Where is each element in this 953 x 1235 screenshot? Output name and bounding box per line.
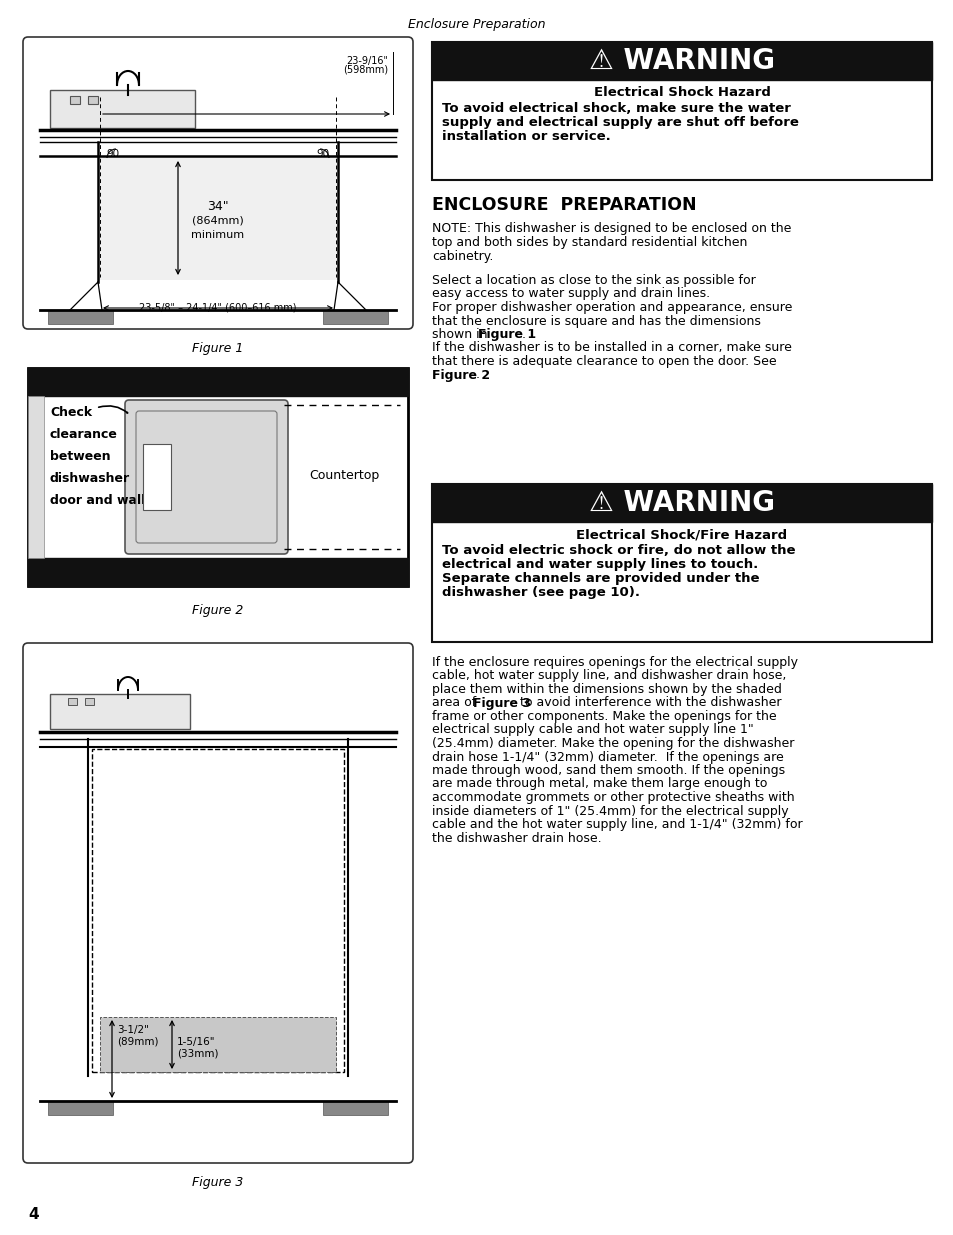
Text: frame or other components. Make the openings for the: frame or other components. Make the open… bbox=[432, 710, 776, 722]
Text: clearance: clearance bbox=[50, 429, 118, 441]
Text: ⚠ WARNING: ⚠ WARNING bbox=[588, 489, 774, 517]
Text: 90: 90 bbox=[107, 149, 119, 159]
Text: shown in: shown in bbox=[432, 329, 491, 341]
Text: Electrical Shock/Fire Hazard: Electrical Shock/Fire Hazard bbox=[576, 529, 787, 541]
Text: 4: 4 bbox=[28, 1207, 38, 1221]
Text: electrical and water supply lines to touch.: electrical and water supply lines to tou… bbox=[441, 558, 758, 571]
Bar bbox=[143, 445, 171, 510]
Text: (25.4mm) diameter. Make the opening for the dishwasher: (25.4mm) diameter. Make the opening for … bbox=[432, 737, 794, 750]
Bar bbox=[28, 368, 408, 585]
Text: To avoid electric shock or fire, do not allow the: To avoid electric shock or fire, do not … bbox=[441, 543, 795, 557]
Text: If the enclosure requires openings for the electrical supply: If the enclosure requires openings for t… bbox=[432, 656, 797, 669]
Text: top and both sides by standard residential kitchen: top and both sides by standard residenti… bbox=[432, 236, 746, 249]
Bar bbox=[28, 368, 408, 396]
Bar bbox=[98, 156, 337, 280]
Bar bbox=[70, 96, 80, 104]
Bar bbox=[432, 42, 931, 80]
Text: supply and electrical supply are shut off before: supply and electrical supply are shut of… bbox=[441, 116, 798, 128]
Text: .: . bbox=[475, 368, 478, 382]
Text: Figure 3: Figure 3 bbox=[473, 697, 531, 709]
Text: If the dishwasher is to be installed in a corner, make sure: If the dishwasher is to be installed in … bbox=[432, 342, 791, 354]
Bar bbox=[432, 42, 931, 180]
Bar bbox=[28, 558, 408, 585]
Bar bbox=[432, 484, 931, 642]
Bar bbox=[432, 484, 931, 522]
Bar bbox=[91, 748, 344, 1072]
Text: minimum: minimum bbox=[192, 230, 244, 240]
Text: Figure 1: Figure 1 bbox=[477, 329, 536, 341]
Bar bbox=[323, 1100, 388, 1115]
Text: To avoid electrical shock, make sure the water: To avoid electrical shock, make sure the… bbox=[441, 103, 790, 115]
Bar bbox=[68, 698, 77, 705]
Text: that there is adequate clearance to open the door. See: that there is adequate clearance to open… bbox=[432, 354, 776, 368]
Text: dishwasher: dishwasher bbox=[50, 472, 130, 485]
Text: easy access to water supply and drain lines.: easy access to water supply and drain li… bbox=[432, 288, 709, 300]
Text: Figure 1: Figure 1 bbox=[193, 342, 243, 354]
Text: cable, hot water supply line, and dishwasher drain hose,: cable, hot water supply line, and dishwa… bbox=[432, 669, 785, 683]
Text: 23-9/16": 23-9/16" bbox=[346, 56, 388, 65]
Text: place them within the dimensions shown by the shaded: place them within the dimensions shown b… bbox=[432, 683, 781, 697]
Text: (33mm): (33mm) bbox=[177, 1049, 218, 1058]
Bar bbox=[88, 96, 98, 104]
Text: Figure 3: Figure 3 bbox=[193, 1176, 243, 1189]
Text: 3-1/2": 3-1/2" bbox=[117, 1025, 149, 1035]
Text: ENCLOSURE  PREPARATION: ENCLOSURE PREPARATION bbox=[432, 196, 696, 214]
Text: accommodate grommets or other protective sheaths with: accommodate grommets or other protective… bbox=[432, 790, 794, 804]
Text: (89mm): (89mm) bbox=[117, 1037, 158, 1047]
Bar bbox=[50, 90, 194, 128]
Text: that the enclosure is square and has the dimensions: that the enclosure is square and has the… bbox=[432, 315, 760, 327]
FancyBboxPatch shape bbox=[125, 400, 288, 555]
Text: 23-5/8" – 24-1/4" (600–616 mm): 23-5/8" – 24-1/4" (600–616 mm) bbox=[139, 303, 296, 312]
Text: installation or service.: installation or service. bbox=[441, 130, 610, 143]
Text: For proper dishwasher operation and appearance, ensure: For proper dishwasher operation and appe… bbox=[432, 301, 792, 314]
Text: door and wall: door and wall bbox=[50, 494, 145, 508]
Text: area of: area of bbox=[432, 697, 479, 709]
Bar bbox=[100, 1016, 335, 1072]
Text: drain hose 1-1/4" (32mm) diameter.  If the openings are: drain hose 1-1/4" (32mm) diameter. If th… bbox=[432, 751, 783, 763]
Text: 90: 90 bbox=[316, 149, 329, 159]
Bar bbox=[48, 310, 112, 324]
Bar bbox=[50, 694, 190, 729]
Text: (598mm): (598mm) bbox=[342, 65, 388, 75]
Text: Figure 2: Figure 2 bbox=[193, 604, 243, 618]
Bar bbox=[28, 396, 44, 558]
Bar bbox=[48, 1100, 112, 1115]
Text: Check: Check bbox=[50, 406, 92, 419]
Text: are made through metal, make them large enough to: are made through metal, make them large … bbox=[432, 778, 766, 790]
Text: cabinetry.: cabinetry. bbox=[432, 249, 493, 263]
FancyBboxPatch shape bbox=[23, 643, 413, 1163]
Text: 1-5/16": 1-5/16" bbox=[177, 1037, 215, 1047]
Text: Separate channels are provided under the: Separate channels are provided under the bbox=[441, 572, 759, 585]
Text: electrical supply cable and hot water supply line 1": electrical supply cable and hot water su… bbox=[432, 724, 753, 736]
Text: NOTE: This dishwasher is designed to be enclosed on the: NOTE: This dishwasher is designed to be … bbox=[432, 222, 791, 235]
Text: cable and the hot water supply line, and 1-1/4" (32mm) for: cable and the hot water supply line, and… bbox=[432, 818, 801, 831]
Text: 34": 34" bbox=[207, 200, 229, 212]
Text: Countertop: Countertop bbox=[309, 468, 379, 482]
Text: Select a location as close to the sink as possible for: Select a location as close to the sink a… bbox=[432, 274, 755, 287]
Text: between: between bbox=[50, 450, 111, 463]
Text: inside diameters of 1" (25.4mm) for the electrical supply: inside diameters of 1" (25.4mm) for the … bbox=[432, 804, 788, 818]
Text: (864mm): (864mm) bbox=[192, 215, 244, 226]
Text: Electrical Shock Hazard: Electrical Shock Hazard bbox=[593, 86, 770, 99]
Text: Figure 2: Figure 2 bbox=[432, 368, 490, 382]
Text: made through wood, sand them smooth. If the openings: made through wood, sand them smooth. If … bbox=[432, 764, 784, 777]
Bar bbox=[85, 698, 94, 705]
FancyArrowPatch shape bbox=[98, 406, 128, 412]
Text: .: . bbox=[521, 329, 525, 341]
Text: to avoid interference with the dishwasher: to avoid interference with the dishwashe… bbox=[516, 697, 781, 709]
Text: Enclosure Preparation: Enclosure Preparation bbox=[408, 19, 545, 31]
Text: ⚠ WARNING: ⚠ WARNING bbox=[588, 47, 774, 75]
Text: the dishwasher drain hose.: the dishwasher drain hose. bbox=[432, 831, 601, 845]
Bar bbox=[323, 310, 388, 324]
FancyBboxPatch shape bbox=[23, 37, 413, 329]
Text: dishwasher (see page 10).: dishwasher (see page 10). bbox=[441, 585, 639, 599]
